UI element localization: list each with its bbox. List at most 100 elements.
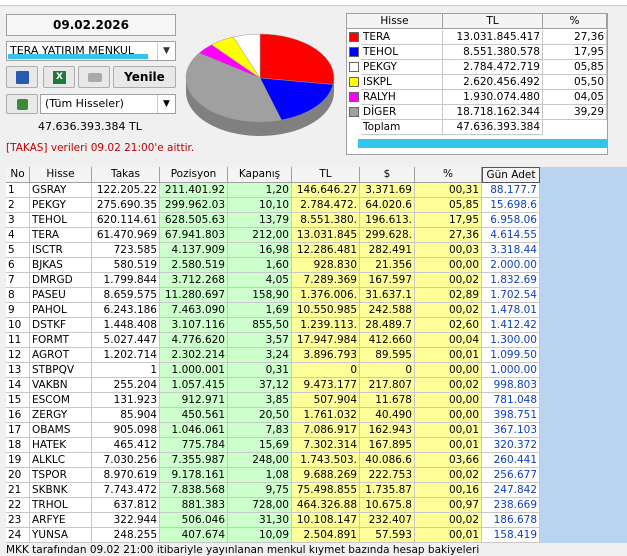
dropdown-arrow[interactable]: ▼ [157,95,175,113]
table-cell: 0,31 [228,363,292,378]
table-cell: 16 [6,408,30,423]
blank-column [540,167,627,543]
table-cell: AGROT [30,348,92,363]
table-cell: 3.712.268 [160,273,228,288]
column-header: Hisse [30,167,92,183]
broker: TERA YATIRIM MENKUL [10,44,135,57]
table-cell: 3.318.44 [482,243,540,258]
table-cell: 407.674 [160,528,228,543]
table-cell: 57.593 [360,528,415,543]
table-cell: 31.637.1 [360,288,415,303]
excel-button[interactable]: X [43,66,75,88]
dropdown-arrow[interactable]: ▼ [157,42,175,60]
table-cell: 1.702.54 [482,288,540,303]
table-cell: OBAMS [30,423,92,438]
table-cell: 1.799.844 [92,273,160,288]
summary-table: Hisse TL% TERA 13.031.845.417 27,36 TEHOL 8.55… [346,13,608,155]
summary-cell: PEKGY [361,60,443,75]
table-cell: PEKGY [30,198,92,213]
table-cell: ALKLC [30,453,92,468]
filter: (Tüm Hisseler) [45,97,124,110]
summary-cell: 13.031.845.417 [443,30,543,45]
filter-select[interactable]: (Tüm Hisseler) [40,94,176,114]
summary-cell: 2.784.472.719 [443,60,543,75]
table-cell: ARFYE [30,513,92,528]
table-cell: 222.753 [360,468,415,483]
table-cell: 7,83 [228,423,292,438]
table-cell: 00,97 [415,498,482,513]
table-cell: 1,60 [228,258,292,273]
summary-cell: DİGER [361,105,443,120]
table-cell: 00,00 [415,408,482,423]
table-cell: 580.519 [92,258,160,273]
table-cell: DSTKF [30,318,92,333]
table-cell: 5.027.447 [92,333,160,348]
table-cell: 11.678 [360,393,415,408]
table-cell: 158.419 [482,528,540,543]
table-cell: 4.614.55 [482,228,540,243]
pie-slice [233,33,261,79]
table-cell: 9.473.177 [292,378,360,393]
pie-slice [259,77,334,121]
legend-swatch [349,47,359,57]
table-cell: 7.355.987 [160,453,228,468]
icon [17,99,28,110]
summary-cell: 17,95 [543,45,607,60]
table-cell: 146.646.27 [292,183,360,198]
save-button[interactable] [6,66,38,88]
summary-cell: RALYH [361,90,443,105]
table-cell: 00,02 [415,378,482,393]
table-cell: 1.478.01 [482,303,540,318]
table-cell: 9.688.269 [292,468,360,483]
table-cell: 1.000.001 [160,363,228,378]
table-cell: 20 [6,468,30,483]
table-cell: 12 [6,348,30,363]
table-cell: 1,20 [228,183,292,198]
table-cell: 282.491 [360,243,415,258]
table-cell: 167.597 [360,273,415,288]
refresh-button[interactable]: Yenile [113,66,176,88]
tabs-edge [0,0,627,6]
icon [16,71,29,84]
table-cell: 17.947.984 [292,333,360,348]
table-cell: 67.941.803 [160,228,228,243]
table-cell: 728,00 [228,498,292,513]
table-cell: 232.407 [360,513,415,528]
table-cell: 00,02 [415,468,482,483]
table-cell: 398.751 [482,408,540,423]
column-header: Gün Adet [482,167,540,183]
table-cell: TERA [30,228,92,243]
table-cell: 506.046 [160,513,228,528]
legend-swatch [349,62,359,72]
table-cell: 00,31 [415,183,482,198]
table-cell: 40.490 [360,408,415,423]
table-cell: 238.669 [482,498,540,513]
table-cell: BJKAS [30,258,92,273]
table-cell: 61.470.969 [92,228,160,243]
table-cell: 299.962.03 [160,198,228,213]
table-cell: ZERGY [30,408,92,423]
table-cell: 2.784.472. [292,198,360,213]
table-cell: 7.302.314 [292,438,360,453]
date[interactable]: 09.02.2026 [6,14,176,36]
table-cell: 881.383 [160,498,228,513]
table-cell: 6.243.186 [92,303,160,318]
table-cell: 1 [92,363,160,378]
table-cell: 465.412 [92,438,160,453]
redaction [358,139,608,148]
table-cell: 5 [6,243,30,258]
table-cell: 00,01 [415,528,482,543]
table-cell: ISCTR [30,243,92,258]
table-cell: 248,00 [228,453,292,468]
table-cell: 998.803 [482,378,540,393]
summary-header: Hisse [347,14,443,29]
table-cell: 162.943 [360,423,415,438]
table-cell: 507.904 [292,393,360,408]
table-cell: 322.944 [92,513,160,528]
print-button[interactable] [78,66,110,88]
summary-total: 47.636.393.384 [443,120,543,135]
filter-button[interactable] [6,94,38,114]
table-cell: 40.086.6 [360,453,415,468]
table-cell: 10.108.147 [292,513,360,528]
